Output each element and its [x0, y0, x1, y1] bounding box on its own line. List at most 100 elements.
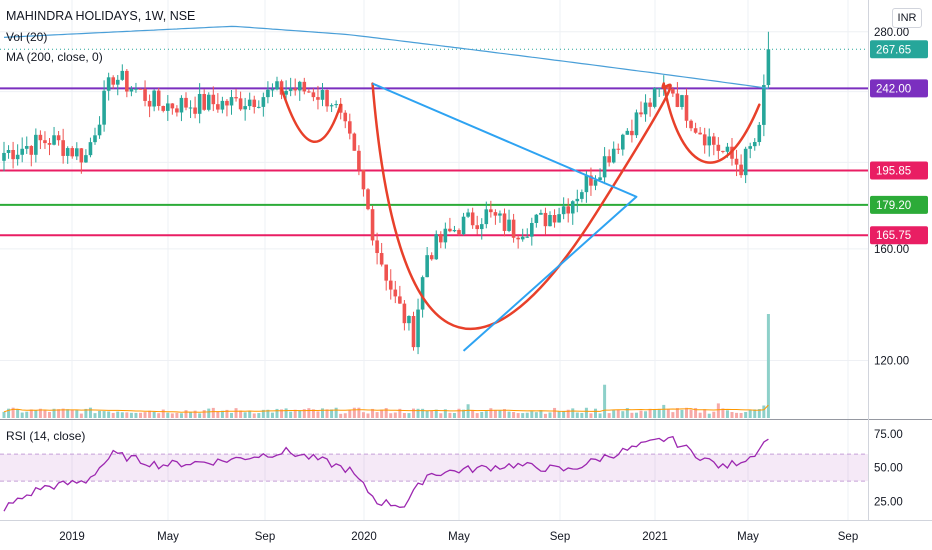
volume-bar: [443, 409, 447, 418]
candle-body: [484, 209, 489, 225]
candle-body: [607, 156, 611, 163]
time-tick-label: Sep: [550, 531, 570, 543]
volume-bar: [616, 409, 620, 418]
volume-bar: [202, 410, 206, 418]
volume-bar: [61, 408, 65, 418]
volume-bar: [384, 408, 388, 418]
candle-body: [197, 93, 202, 114]
candle-body: [170, 103, 175, 109]
candle-body: [75, 148, 79, 157]
volume-bar: [380, 409, 384, 418]
volume-bar: [525, 412, 529, 418]
volume-bar: [753, 409, 757, 418]
volume-bar: [166, 412, 170, 418]
candle-body: [689, 120, 693, 129]
volume-bar: [543, 413, 547, 418]
volume-bar: [703, 409, 707, 418]
candle-body: [589, 175, 593, 186]
volume-bar: [625, 408, 629, 418]
currency-button[interactable]: INR: [892, 8, 922, 28]
cup-handle-arc: [280, 87, 342, 144]
volume-bar: [575, 412, 579, 418]
volume-bar: [66, 409, 70, 418]
candle-body: [375, 240, 379, 254]
candle-body: [257, 106, 261, 108]
volume-bar: [448, 412, 452, 418]
volume-bar: [29, 409, 33, 418]
candle-body: [466, 212, 470, 217]
volume-bar: [425, 410, 429, 418]
volume-bar: [634, 412, 638, 418]
candle-body: [489, 209, 493, 213]
price-tick-label: 280.00: [874, 27, 909, 39]
candle-body: [293, 88, 297, 91]
volume-bar: [657, 408, 661, 418]
candle-body: [329, 105, 334, 107]
volume-bar: [389, 413, 393, 418]
volume-bar: [466, 404, 470, 418]
time-tick-label: Sep: [255, 531, 275, 543]
candle-body: [552, 215, 557, 223]
candle-body: [652, 88, 657, 107]
time-tick-label: 2021: [642, 531, 668, 543]
candle-body: [712, 136, 716, 145]
candle-body: [88, 142, 93, 156]
candle-body: [420, 277, 425, 310]
volume-bar: [671, 412, 675, 418]
volume-bar: [98, 410, 102, 418]
volume-bar: [503, 409, 506, 418]
price-tick-label: 120.00: [874, 356, 909, 368]
candle-body: [671, 89, 675, 94]
price-label-text: 179.20: [876, 200, 911, 212]
second-cup-arc: [662, 82, 761, 164]
volume-bar: [84, 408, 88, 418]
candle-body: [325, 90, 329, 107]
volume-bar: [248, 410, 252, 418]
candle-body: [530, 222, 534, 237]
candle-body: [206, 94, 211, 110]
candle-body: [543, 212, 548, 227]
rsi-tick-label: 50.00: [874, 463, 903, 475]
candle-body: [580, 192, 584, 199]
volume-bar: [571, 408, 575, 418]
candle-body: [2, 152, 6, 161]
volume-bar: [375, 412, 379, 418]
candle-body: [502, 213, 507, 231]
volume-bar: [175, 412, 179, 418]
candle-body: [284, 90, 288, 95]
candle-body: [643, 102, 648, 115]
candle-body: [384, 264, 388, 281]
candle-body: [475, 225, 479, 230]
candle-body: [666, 85, 671, 90]
time-tick-label: 2019: [59, 531, 85, 543]
candle-body: [65, 148, 70, 156]
volume-bar: [243, 412, 247, 418]
candle-body: [161, 105, 166, 111]
candle-body: [152, 90, 156, 107]
volume-bar: [412, 408, 415, 418]
volume-bar: [434, 409, 438, 418]
candle-body: [115, 79, 120, 85]
volume-bar: [452, 413, 456, 418]
volume-bar: [289, 411, 293, 418]
candle-body: [743, 148, 748, 176]
volume-bar: [557, 411, 561, 418]
candle-body: [584, 175, 589, 193]
candle-body: [593, 180, 598, 186]
candle-body: [493, 212, 498, 216]
volume-bar: [311, 409, 315, 418]
volume-bar: [16, 409, 20, 418]
candle-body: [47, 143, 52, 145]
volume-bar: [398, 408, 402, 418]
candle-body: [270, 89, 275, 91]
volume-bar: [534, 412, 538, 418]
time-tick-label: May: [157, 531, 179, 543]
candle-body: [639, 112, 643, 115]
rsi-tick-label: 25.00: [874, 496, 903, 508]
volume-bar: [357, 407, 361, 418]
volume-bar: [489, 408, 493, 418]
volume-bar: [462, 409, 466, 418]
candle-body: [106, 77, 111, 91]
volume-bar: [361, 412, 365, 418]
